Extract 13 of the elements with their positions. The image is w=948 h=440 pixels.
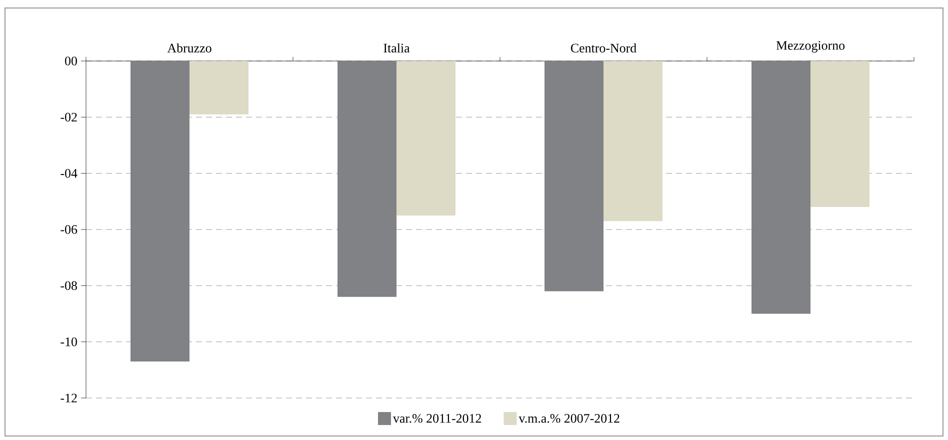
x-tick-label: Mezzogiorno (776, 41, 845, 52)
x-tick-label: Centro-Nord (570, 43, 636, 52)
x-tick-label: Abruzzo (167, 43, 212, 52)
y-tick-label: -02 (60, 112, 77, 122)
y-tick-label: -08 (60, 281, 77, 290)
y-tick-label: -10 (60, 337, 77, 346)
y-tick-label: -04 (60, 168, 78, 178)
legend-label: v.m.a.% 2007-2012 (518, 414, 620, 423)
x-tick-label: Italia (384, 43, 410, 52)
y-tick-label: 00 (65, 56, 77, 66)
y-tick-label: -12 (60, 394, 77, 402)
legend-label: var.% 2011-2012 (392, 414, 482, 423)
y-tick-label: -06 (60, 225, 78, 234)
